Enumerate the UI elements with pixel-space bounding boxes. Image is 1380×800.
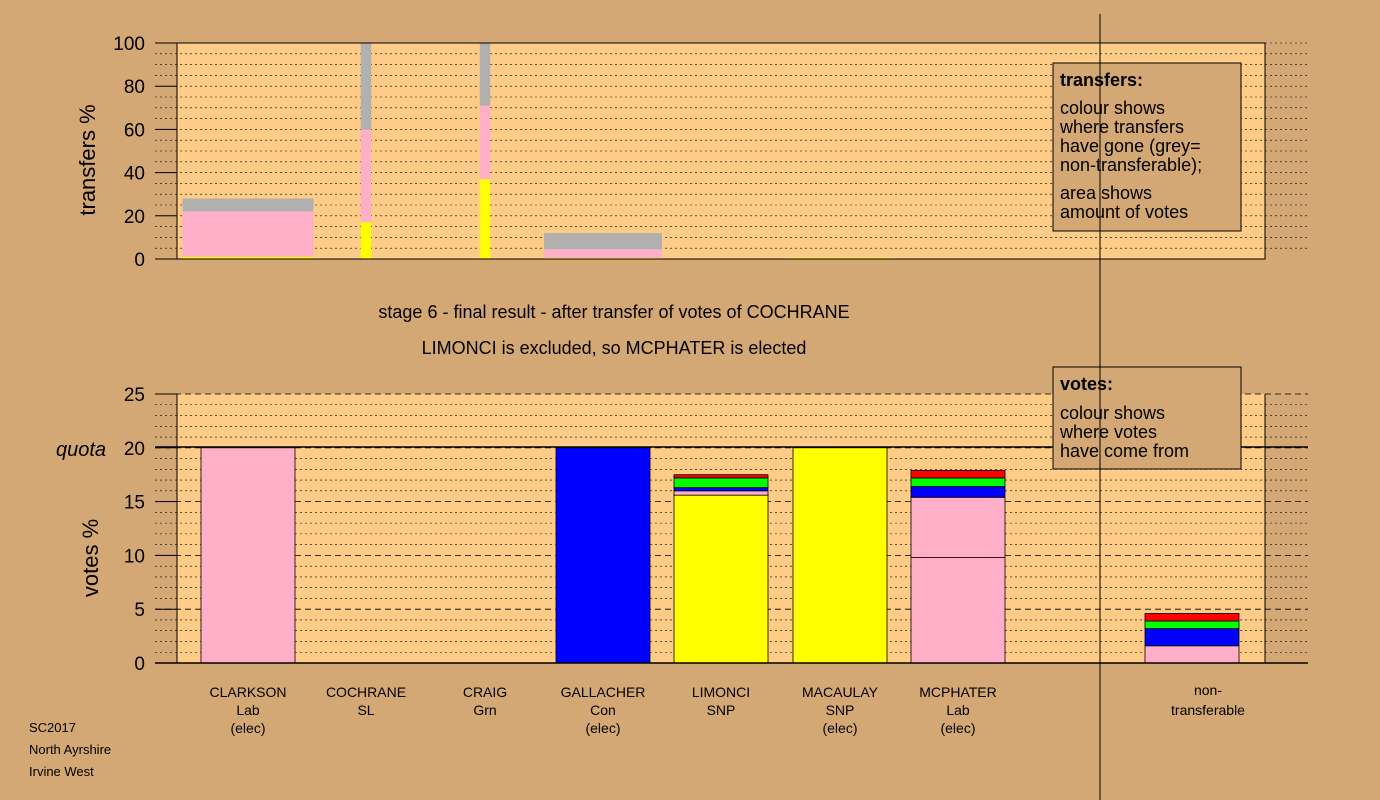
votes-bars — [200, 447, 1240, 664]
candidate-label: CLARKSON — [209, 684, 286, 700]
vote-segment-lab — [1144, 645, 1240, 664]
candidate-label: MACAULAY — [802, 684, 879, 700]
vote-segment-grn — [673, 477, 769, 489]
votes-y-tick-label: 15 — [124, 493, 145, 514]
transfers-legend-line: colour shows — [1060, 98, 1165, 118]
vote-segment-snp — [673, 494, 769, 664]
stage-title: stage 6 - final result - after transfer … — [378, 302, 849, 322]
transfer-segment-lab — [544, 249, 662, 258]
votes-y-tick-label: 5 — [134, 600, 145, 621]
vote-segment-con — [673, 487, 769, 492]
vote-segment-sl — [910, 469, 1006, 479]
votes-legend: votes: colour shows where votes have com… — [1052, 366, 1242, 470]
vote-segment-sl — [1144, 613, 1240, 622]
candidate-label: Lab — [236, 702, 260, 718]
votes-legend-title: votes: — [1060, 374, 1113, 394]
candidate-label: (elec) — [230, 720, 265, 736]
transfers-legend-line: non-transferable); — [1060, 155, 1202, 175]
transfers-y-tick-label: 80 — [124, 77, 145, 98]
transfers-y-tick-label: 40 — [124, 164, 145, 185]
transfers-legend: transfers: colour shows where transfers … — [1052, 62, 1242, 232]
vote-segment-con — [1144, 628, 1240, 647]
vote-segment-lab — [200, 447, 296, 664]
footer-line: SC2017 — [29, 720, 76, 735]
transfers-y-tick-label: 60 — [124, 120, 145, 141]
vote-segment-grn — [910, 477, 1006, 487]
vote-segment-lab — [910, 496, 1006, 558]
transfer-segment-nontransferable — [479, 43, 491, 106]
candidate-label: (elec) — [585, 720, 620, 736]
votes-legend-box — [1052, 366, 1242, 470]
votes-y-label: votes % — [78, 519, 103, 597]
transfer-segment-nontransferable — [360, 43, 372, 130]
votes-legend-line: where votes — [1059, 422, 1157, 442]
transfers-legend-box — [1052, 62, 1242, 232]
votes-y-tick-label: 20 — [124, 439, 145, 460]
transfer-segment-nontransferable — [544, 233, 662, 250]
vote-segment-con — [555, 447, 651, 664]
transfer-segment-lab — [360, 129, 372, 223]
vote-segment-snp — [792, 447, 888, 664]
votes-y-tick-label: 0 — [134, 654, 145, 675]
transfers-y-ticks: 0 20 40 60 80 100 — [113, 34, 177, 271]
nontransferable-label: transferable — [1171, 702, 1245, 718]
votes-legend-line: colour shows — [1060, 403, 1165, 423]
candidate-label: Lab — [946, 702, 970, 718]
transfer-segment-snp — [479, 179, 491, 259]
votes-x-labels: CLARKSON Lab (elec) COCHRANE SL CRAIG Grn GALLA… — [209, 684, 996, 736]
transfers-legend-title: transfers: — [1060, 70, 1143, 90]
candidate-label: SNP — [707, 702, 736, 718]
footer-line: North Ayrshire — [29, 742, 112, 757]
candidate-label: MCPHATER — [919, 684, 997, 700]
candidate-label: Con — [590, 702, 616, 718]
candidate-label: (elec) — [940, 720, 975, 736]
transfer-segment-nontransferable — [182, 198, 314, 212]
vote-segment-lab — [673, 490, 769, 496]
candidate-label: GALLACHER — [561, 684, 646, 700]
stage-subtitle: LIMONCI is excluded, so MCPHATER is elec… — [422, 338, 807, 358]
transfers-plot-frame — [176, 42, 1266, 260]
transfers-bars — [182, 43, 893, 259]
transfer-segment-lab — [182, 211, 314, 257]
votes-y-tick-label: 10 — [124, 546, 145, 567]
transfer-segment-snp — [182, 256, 314, 259]
votes-plot: 0 5 10 15 20 25 quota votes % CLARKSON Lab (ele… — [56, 385, 1308, 736]
transfers-legend-line: amount of votes — [1060, 202, 1188, 222]
footer-line: Irvine West — [29, 764, 94, 779]
transfers-y-tick-label: 0 — [134, 250, 145, 271]
transfers-legend-line: where transfers — [1059, 117, 1184, 137]
candidate-label: LIMONCI — [692, 684, 750, 700]
transfers-y-tick-label: 20 — [124, 207, 145, 228]
transfers-y-tick-label: 100 — [113, 34, 145, 55]
transfers-y-label: transfers % — [75, 104, 100, 215]
candidate-label: Grn — [473, 702, 496, 718]
candidate-label: SNP — [826, 702, 855, 718]
transfer-segment-snp — [360, 222, 372, 259]
quota-label: quota — [56, 439, 106, 461]
candidate-label: SL — [357, 702, 374, 718]
transfer-segment-snp — [544, 257, 662, 259]
nontransferable-label: non- — [1194, 682, 1222, 698]
votes-y-tick-label: 25 — [124, 385, 145, 406]
transfer-segment-snp — [787, 257, 893, 259]
vote-segment-sl — [673, 474, 769, 479]
vote-segment-con — [910, 486, 1006, 498]
votes-y-ticks: 0 5 10 15 20 25 — [124, 385, 177, 675]
candidate-label: CRAIG — [463, 684, 507, 700]
transfer-segment-lab — [479, 105, 491, 180]
vote-segment-grn — [1144, 620, 1240, 629]
candidate-label: COCHRANE — [326, 684, 406, 700]
candidate-label: (elec) — [822, 720, 857, 736]
transfers-legend-line: have gone (grey= — [1060, 136, 1201, 156]
votes-legend-line: have come from — [1060, 441, 1189, 461]
vote-segment-lab — [910, 557, 1006, 664]
transfers-legend-line: area shows — [1060, 183, 1152, 203]
